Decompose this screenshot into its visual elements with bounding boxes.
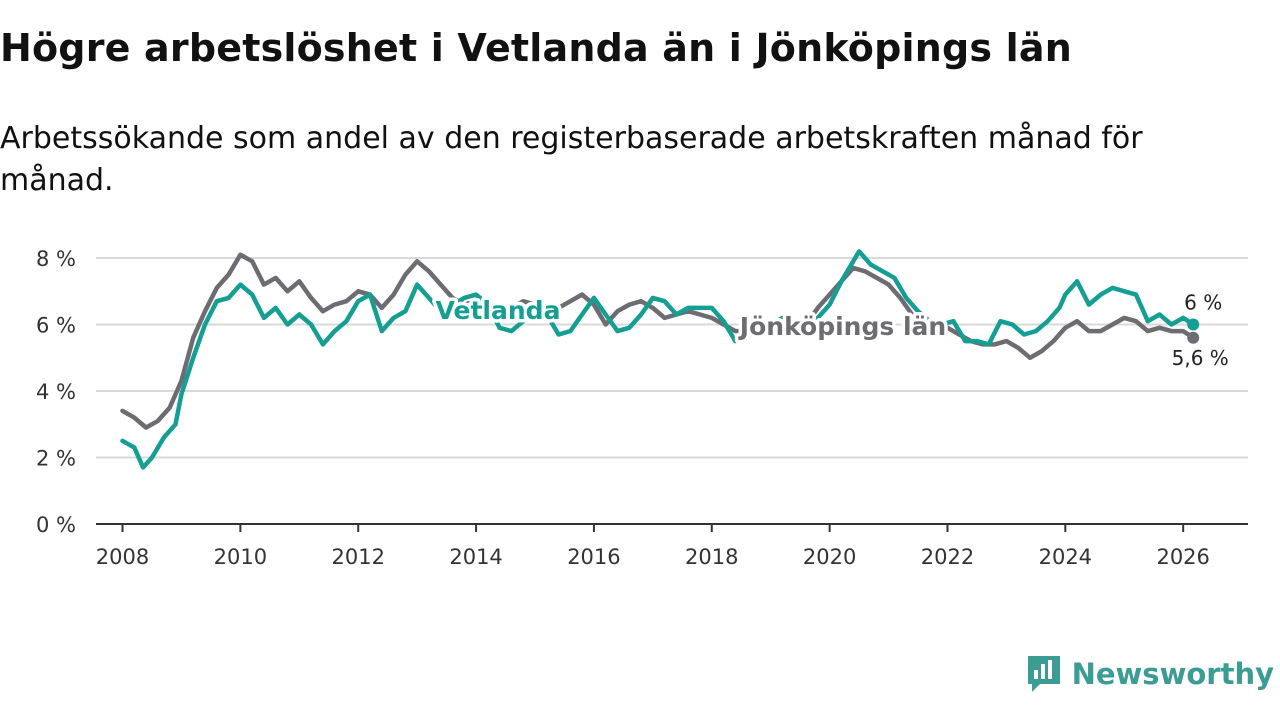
- series-name-jonkopings-lan: Jönköpings län: [738, 312, 946, 341]
- end-point-vetlanda: [1187, 318, 1200, 331]
- brand: Newsworthy: [1026, 654, 1274, 694]
- end-point-j-nk-pings-l-n: [1187, 331, 1200, 344]
- series-line-j-nk-pings-l-n: [120, 252, 1196, 430]
- x-tick-label: 2010: [214, 545, 267, 569]
- gridlines: [96, 257, 1248, 525]
- x-tick-label: 2026: [1156, 545, 1209, 569]
- y-tick-label: 0 %: [36, 513, 76, 537]
- chart-subtitle: Arbetssökande som andel av den registerb…: [0, 121, 1143, 198]
- x-tick-label: 2022: [921, 545, 974, 569]
- x-tick-label: 2020: [803, 545, 856, 569]
- series-labels: 6 % 5,6 % Vetlanda Jönköpings län: [432, 291, 1229, 370]
- x-tick-label: 2018: [685, 545, 738, 569]
- x-axis-ticks: 2008 2010 2012 2014 2016 2018 2020 2022 2024 2026: [96, 524, 1210, 569]
- end-value-label-jonkopings-lan: 5,6 %: [1172, 346, 1229, 370]
- x-tick-label: 2016: [567, 545, 620, 569]
- series-line-vetlanda: [120, 249, 1196, 470]
- series-name-vetlanda: Vetlanda: [436, 296, 561, 325]
- x-tick-label: 2014: [449, 545, 502, 569]
- y-tick-label: 4 %: [36, 380, 76, 404]
- newsworthy-logo-icon: [1027, 656, 1060, 692]
- x-tick-label: 2024: [1039, 545, 1092, 569]
- series-lines: [120, 249, 1200, 470]
- y-axis-ticks: 0 % 2 % 4 % 6 % 8 %: [36, 247, 76, 537]
- y-tick-label: 2 %: [36, 447, 76, 471]
- x-tick-label: 2008: [96, 545, 149, 569]
- chart-title: Högre arbetslöshet i Vetlanda än i Jönkö…: [0, 26, 1072, 70]
- brand-name: Newsworthy: [1071, 657, 1274, 691]
- end-value-label-vetlanda: 6 %: [1184, 291, 1222, 315]
- y-tick-label: 8 %: [36, 247, 76, 271]
- x-tick-label: 2012: [331, 545, 384, 569]
- y-tick-label: 6 %: [36, 314, 76, 338]
